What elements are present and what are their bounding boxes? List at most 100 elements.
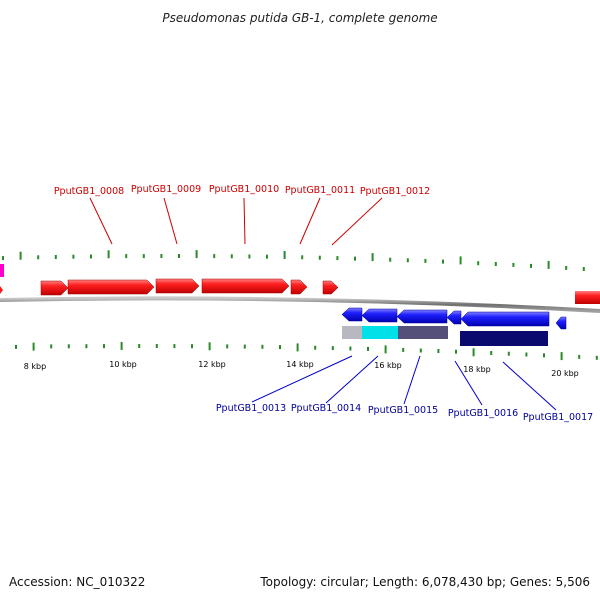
accession-text: Accession: NC_010322 [9,575,145,589]
kbp-label: 18 kbp [463,365,491,374]
tick-mark [547,260,550,269]
reverse-gene-callouts: PputGB1_0013 PputGB1_0014 PputGB1_0015 P… [216,355,593,423]
tick-mark [90,254,92,259]
tick-mark [32,342,35,351]
tick-mark [142,254,145,259]
tick-mark [243,344,246,349]
gene-label-forward[interactable]: PputGB1_0008 [54,186,124,197]
kbp-scale: 8 kbp 10 kbp 12 kbp 14 kbp 16 kbp 18 kbp… [24,360,579,378]
track-bar-gray [342,326,362,339]
gene-arrow-reverse[interactable] [341,307,363,322]
gene-arrow-reverse[interactable] [361,308,398,323]
gene-arrow-reverse[interactable] [446,310,462,325]
gene-label-reverse[interactable]: PputGB1_0013 [216,403,286,414]
gene-label-forward[interactable]: PputGB1_0011 [285,185,355,196]
tick-mark [389,257,392,262]
callout-line [299,197,321,245]
kbp-label: 10 kbp [109,360,137,369]
track-bar-slate [398,326,448,339]
tick-mark [494,262,497,266]
gene-label-reverse[interactable]: PputGB1_0016 [448,408,518,419]
tick-mark [155,344,158,348]
gene-arrow-reverse[interactable] [396,309,448,324]
tick-mark [261,344,264,349]
callout-line [331,197,383,246]
map-title: Pseudomonas putida GB-1, complete genome [162,11,437,25]
gene-label-reverse[interactable]: PputGB1_0015 [368,405,438,416]
tick-mark [565,265,568,270]
tick-mark [318,255,321,260]
gene-arrow-forward[interactable] [290,279,308,295]
tick-mark [160,254,163,258]
callout-line [251,355,353,403]
tick-mark [530,263,532,268]
tick-mark [455,349,457,354]
tick-mark [490,351,493,355]
bottom-tick-row [15,342,598,361]
tick-mark [72,254,75,259]
tick-mark [125,254,128,259]
tick-mark [437,349,440,353]
tick-mark [296,343,299,352]
track-bar-cyan [362,326,398,339]
tick-mark [525,352,528,357]
gene-label-forward[interactable]: PputGB1_0009 [131,184,201,195]
tick-mark [367,346,369,351]
tick-mark [195,250,198,259]
gene-arrow-forward[interactable] [322,280,339,295]
tick-mark [67,344,70,349]
tick-mark [507,351,510,356]
gene-arrow-reverse[interactable] [555,316,567,330]
gene-arrow-forward[interactable] [201,278,290,294]
gene-arrow-forward[interactable] [155,278,200,294]
tick-mark [406,258,409,263]
kbp-label: 14 kbp [286,360,314,369]
tick-mark [301,255,304,260]
tick-mark [19,251,22,260]
tick-mark [512,262,515,267]
tick-mark [459,256,462,265]
gene-arrow-forward[interactable] [67,279,155,295]
partial-gene-left [0,286,3,294]
callout-line [163,197,178,245]
tick-mark [230,254,233,259]
gene-label-forward[interactable]: PputGB1_0012 [360,186,430,197]
genome-backbone [0,296,600,313]
tick-mark [442,259,444,264]
tick-mark [560,352,563,361]
callout-line [89,197,113,245]
tick-mark [107,250,110,259]
gene-label-reverse[interactable]: PputGB1_0014 [291,403,361,414]
tick-mark [208,342,211,351]
tick-mark [331,346,334,351]
tick-mark [50,344,53,349]
track-bar-navy [460,331,548,346]
gene-arrow-forward[interactable] [575,291,600,304]
kbp-label: 12 kbp [198,360,226,369]
gene-arrow-reverse[interactable] [460,311,550,327]
tick-mark [477,261,480,266]
callout-line [502,361,557,411]
tick-mark [248,254,251,259]
tick-mark [336,256,339,261]
tick-mark [349,346,352,351]
tick-mark [472,348,475,357]
tick-mark [354,256,356,261]
tick-mark [138,344,141,348]
tick-mark [213,254,216,259]
tick-mark [578,354,581,359]
tick-mark [266,254,268,259]
tick-mark [543,353,545,358]
gene-arrow-forward[interactable] [40,280,69,296]
tick-mark [371,253,374,262]
kbp-label: 20 kbp [551,369,579,378]
gene-label-forward[interactable]: PputGB1_0010 [209,184,279,195]
tick-mark [173,344,176,349]
gene-label-reverse[interactable]: PputGB1_0017 [523,412,593,423]
genome-summary-text: Topology: circular; Length: 6,078,430 bp… [259,575,590,589]
tick-mark [314,345,317,350]
tick-mark [191,344,193,349]
callout-line [403,355,421,405]
tick-mark [279,345,281,350]
